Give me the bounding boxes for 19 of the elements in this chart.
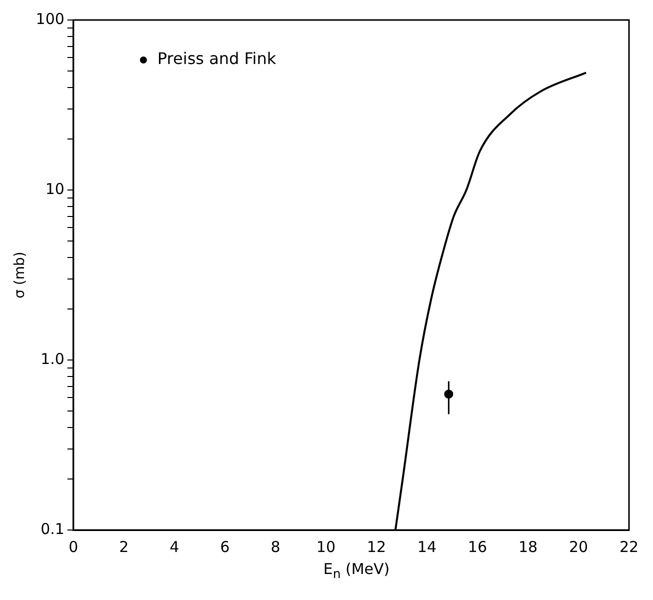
x-tick-label: 16: [468, 538, 488, 556]
x-tick-label: 20: [568, 538, 588, 556]
y-tick-label: 10: [45, 180, 64, 198]
x-tick-label: 18: [518, 538, 538, 556]
x-tick-label: 22: [619, 538, 639, 556]
x-tick-label: 10: [316, 538, 336, 556]
x-tick-label: 14: [417, 538, 437, 556]
x-tick-label: 12: [366, 538, 386, 556]
x-tick-label: 8: [270, 538, 280, 556]
y-tick-label: 0.1: [40, 520, 64, 538]
x-tick-label: 6: [220, 538, 230, 556]
x-tick-label: 0: [68, 538, 78, 556]
y-axis-title: σ (mb): [12, 252, 28, 298]
x-tick-label: 2: [119, 538, 129, 556]
x-axis-title: E$_{n}$ (MeV): [322, 560, 391, 581]
y-tick-label: 100: [36, 10, 64, 28]
y-tick-label: 1.0: [40, 350, 64, 368]
x-tick-label: 4: [170, 538, 180, 556]
legend-label: Preiss and Fink: [157, 49, 277, 68]
